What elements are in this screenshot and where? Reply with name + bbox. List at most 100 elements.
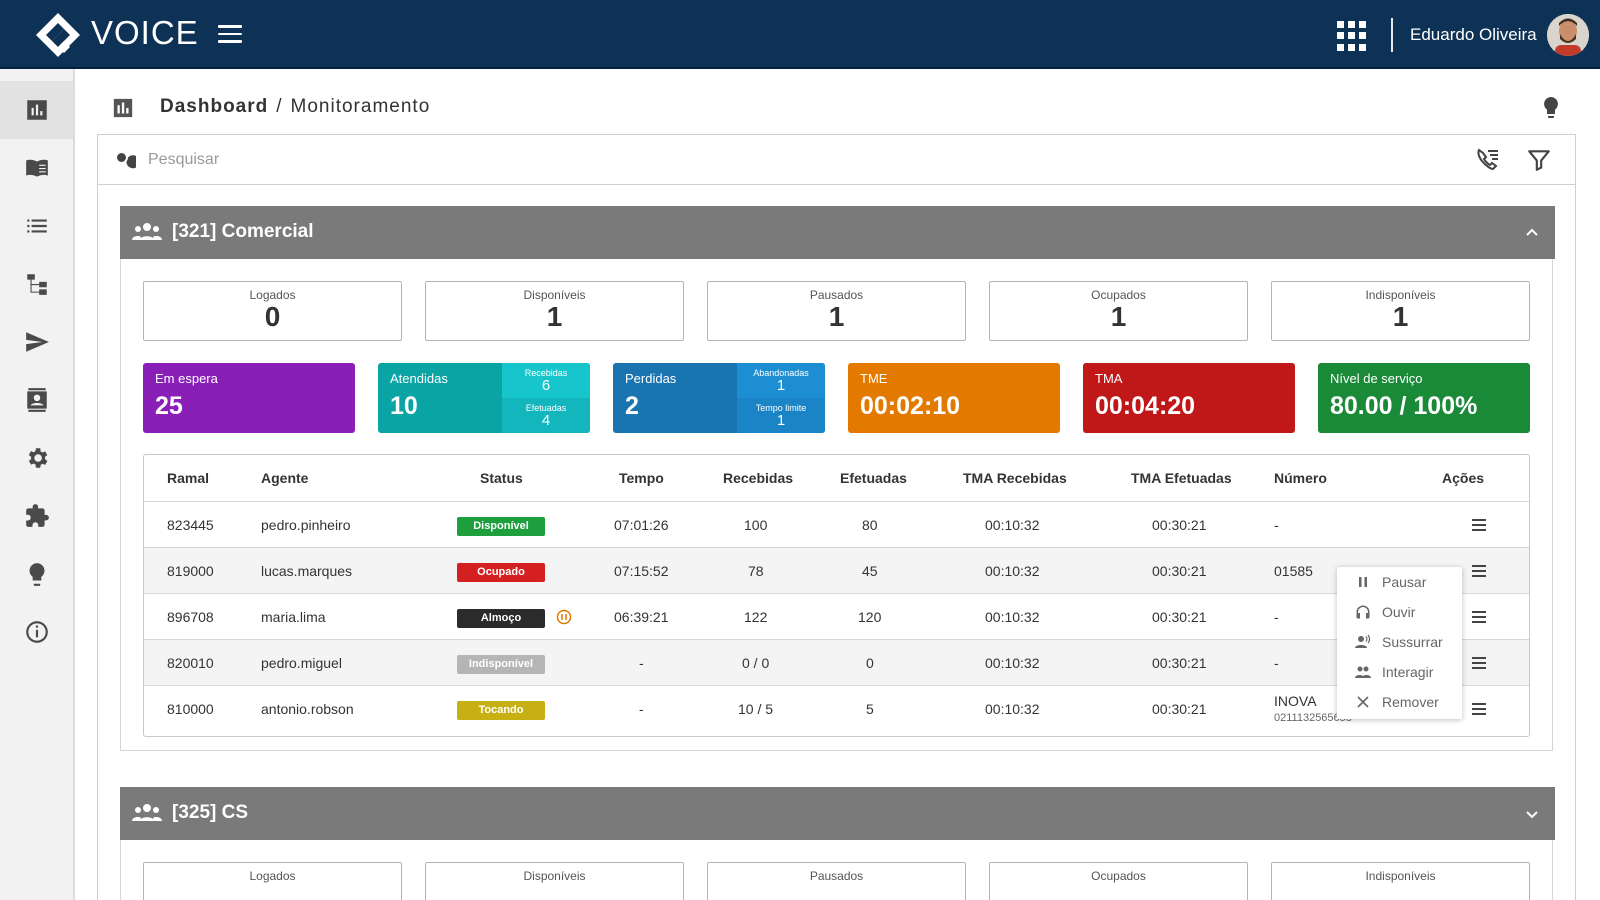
- row-actions-menu-icon[interactable]: [1472, 703, 1486, 715]
- kpi-sub-value: 6: [541, 377, 551, 394]
- menu-item-label: Interagir: [1382, 664, 1434, 680]
- menu-item-sussurrar[interactable]: Sussurrar: [1337, 627, 1462, 657]
- kpi-label: TME: [860, 371, 888, 386]
- sidebar-item-send[interactable]: [0, 313, 73, 371]
- kpi-nivel-servico: Nível de serviço 80.00 / 100%: [1318, 363, 1530, 433]
- breadcrumb: Dashboard / Monitoramento: [160, 96, 430, 118]
- lightbulb-icon: [28, 563, 45, 586]
- pause-timer-icon: [556, 609, 572, 625]
- menu-icon[interactable]: [218, 25, 242, 45]
- col-ramal[interactable]: Ramal: [167, 470, 210, 486]
- menu-item-interagir[interactable]: Interagir: [1337, 657, 1462, 687]
- sidebar-item-extensions[interactable]: [0, 487, 73, 545]
- col-tma-efetuadas[interactable]: TMA Efetuadas: [1131, 470, 1232, 486]
- col-tempo[interactable]: Tempo: [619, 470, 664, 486]
- filter-icon[interactable]: [1526, 147, 1552, 173]
- stat-label: Indisponíveis: [1365, 869, 1436, 883]
- col-efetuadas[interactable]: Efetuadas: [840, 470, 907, 486]
- cell-efetuadas: 120: [858, 609, 882, 625]
- sidebar-item-hierarchy[interactable]: [0, 255, 73, 313]
- cell-recebidas: 0 / 0: [742, 655, 770, 671]
- stat-disponiveis: Disponíveis: [425, 862, 684, 900]
- breadcrumb-root[interactable]: Dashboard: [160, 96, 269, 117]
- phone-list-icon[interactable]: [1474, 146, 1502, 174]
- kpi-value: 25: [155, 392, 183, 420]
- book-icon: [25, 159, 48, 177]
- group-title: [321] Comercial: [172, 221, 314, 242]
- cell-tempo: 07:15:52: [614, 563, 669, 579]
- kpi-label: Atendidas: [390, 371, 448, 386]
- kpi-perdidas: Perdidas 2 Abandonadas 1 Tempo limite 1: [613, 363, 825, 433]
- search-input[interactable]: [148, 147, 1348, 173]
- sidebar-item-ideas[interactable]: [0, 545, 73, 603]
- status-badge: Ocupado: [457, 562, 545, 582]
- headphones-icon: [1356, 605, 1370, 619]
- cell-recebidas: 10 / 5: [738, 701, 774, 717]
- group-comercial: [321] Comercial Logados 0 Disponíveis 1 …: [120, 206, 1555, 751]
- col-status[interactable]: Status: [480, 470, 523, 486]
- menu-item-ouvir[interactable]: Ouvir: [1337, 597, 1462, 627]
- stat-value: 1: [546, 301, 563, 332]
- sidebar-item-settings[interactable]: [0, 429, 73, 487]
- lightbulb-icon[interactable]: [1539, 94, 1563, 120]
- menu-item-label: Remover: [1382, 694, 1439, 710]
- apps-grid-icon[interactable]: [1337, 21, 1367, 51]
- chevron-up-icon[interactable]: [1523, 224, 1541, 242]
- status-badge: Tocando: [457, 700, 545, 720]
- row-actions-popup: Pausar Ouvir Sussurrar Interagir Remover: [1337, 567, 1462, 719]
- kpi-sub-recebidas: Recebidas 6: [502, 363, 590, 398]
- col-tma-recebidas[interactable]: TMA Recebidas: [963, 470, 1067, 486]
- cell-efetuadas: 5: [866, 701, 874, 717]
- stat-label: Disponíveis: [523, 869, 586, 883]
- cell-recebidas: 100: [744, 517, 768, 533]
- kpi-sub-value: 1: [776, 377, 786, 394]
- kpi-sub-value: 1: [776, 412, 786, 429]
- sidebar-item-contacts[interactable]: [0, 371, 73, 429]
- group-title: [325] CS: [172, 802, 249, 823]
- cell-numero-sub: 0211132565658: [1274, 712, 1352, 724]
- stat-label: Pausados: [809, 288, 864, 302]
- row-actions-menu-icon[interactable]: [1472, 611, 1486, 623]
- cell-tma-efetuadas: 00:30:21: [1152, 517, 1207, 533]
- stat-ocupados: Ocupados: [989, 862, 1248, 900]
- avatar[interactable]: [1547, 14, 1589, 56]
- kpi-sub-value: 4: [541, 412, 551, 429]
- chevron-down-icon[interactable]: [1523, 805, 1541, 823]
- user-name[interactable]: Eduardo Oliveira: [1410, 25, 1537, 44]
- cell-recebidas: 78: [748, 563, 764, 579]
- row-actions-menu-icon[interactable]: [1472, 565, 1486, 577]
- kpi-tme: TME 00:02:10: [848, 363, 1060, 433]
- kpi-atendidas: Atendidas 10 Recebidas 6 Efetuadas 4: [378, 363, 590, 433]
- cell-tma-recebidas: 00:10:32: [985, 517, 1040, 533]
- cell-ramal: 820010: [167, 655, 214, 671]
- search-bar: [98, 135, 1575, 185]
- menu-item-pausar[interactable]: Pausar: [1337, 567, 1462, 597]
- table-row: 810000 antonio.robson Tocando - 10 / 5 5…: [144, 685, 1529, 732]
- breadcrumb-separator: /: [276, 96, 283, 117]
- stat-logados: Logados: [143, 862, 402, 900]
- cell-efetuadas: 0: [866, 655, 874, 671]
- row-actions-menu-icon[interactable]: [1472, 657, 1486, 669]
- col-agente[interactable]: Agente: [261, 470, 309, 486]
- menu-item-remover[interactable]: Remover: [1337, 687, 1462, 717]
- group-header[interactable]: [321] Comercial: [120, 206, 1555, 259]
- puzzle-icon: [25, 504, 49, 527]
- table-row: 820010 pedro.miguel Indisponível - 0 / 0…: [144, 639, 1529, 686]
- stat-pausados: Pausados 1: [707, 281, 966, 341]
- cell-tma-recebidas: 00:10:32: [985, 609, 1040, 625]
- col-numero[interactable]: Número: [1274, 470, 1327, 486]
- sidebar-item-list[interactable]: [0, 197, 73, 255]
- stat-label: Logados: [249, 288, 296, 302]
- cell-agente: lucas.marques: [261, 563, 353, 579]
- sidebar-item-info[interactable]: [0, 603, 73, 661]
- kpi-sub-label: Recebidas: [524, 368, 568, 378]
- menu-item-label: Pausar: [1382, 574, 1427, 590]
- row-actions-menu-icon[interactable]: [1472, 519, 1486, 531]
- group-header[interactable]: [325] CS: [120, 787, 1555, 840]
- sidebar-item-book[interactable]: [0, 139, 73, 197]
- kpi-label: Perdidas: [625, 371, 677, 386]
- kpi-value: 00:04:20: [1095, 392, 1196, 420]
- sidebar-item-dashboard[interactable]: [0, 81, 73, 139]
- col-recebidas[interactable]: Recebidas: [723, 470, 794, 486]
- cell-ramal: 819000: [167, 563, 214, 579]
